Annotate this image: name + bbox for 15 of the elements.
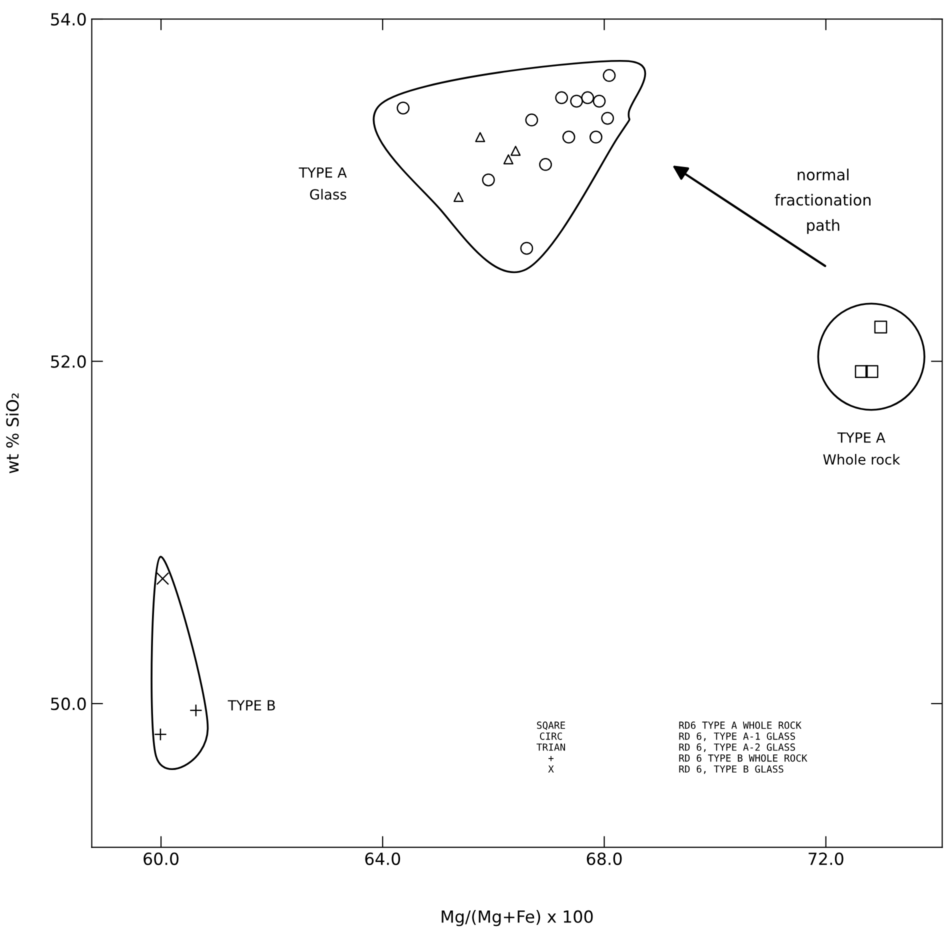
annotation: TYPE B xyxy=(228,700,275,710)
annotation: RD6 TYPE A WHOLE ROCK RD 6, TYPE A-1 GLASS RD 6, TYPE A-2 GLASS RD 6 TYPE B WHOLE ROCK RD 6, TYPE B GLASS xyxy=(679,722,808,774)
y-tick-label: 52.0 xyxy=(51,355,86,368)
x-axis-title: Mg/(Mg+Fe) x 100 xyxy=(442,910,593,926)
y-tick-label: 50.0 xyxy=(51,698,86,710)
annotation: SQARE CIRC TRIAN + X xyxy=(536,722,566,773)
annotation: TYPE A Glass xyxy=(298,167,347,200)
y-axis-title: wt % SiO₂ xyxy=(6,393,19,474)
annotation: normal fractionation path xyxy=(774,168,871,234)
annotation: TYPE A Whole rock xyxy=(823,432,900,465)
x-tick-label: 68.0 xyxy=(586,852,622,866)
y-tick-label: 54.0 xyxy=(51,12,86,26)
x-tick-label: 60.0 xyxy=(144,852,178,866)
x-tick-label: 64.0 xyxy=(365,852,400,866)
x-tick-label: 72.0 xyxy=(808,852,844,866)
